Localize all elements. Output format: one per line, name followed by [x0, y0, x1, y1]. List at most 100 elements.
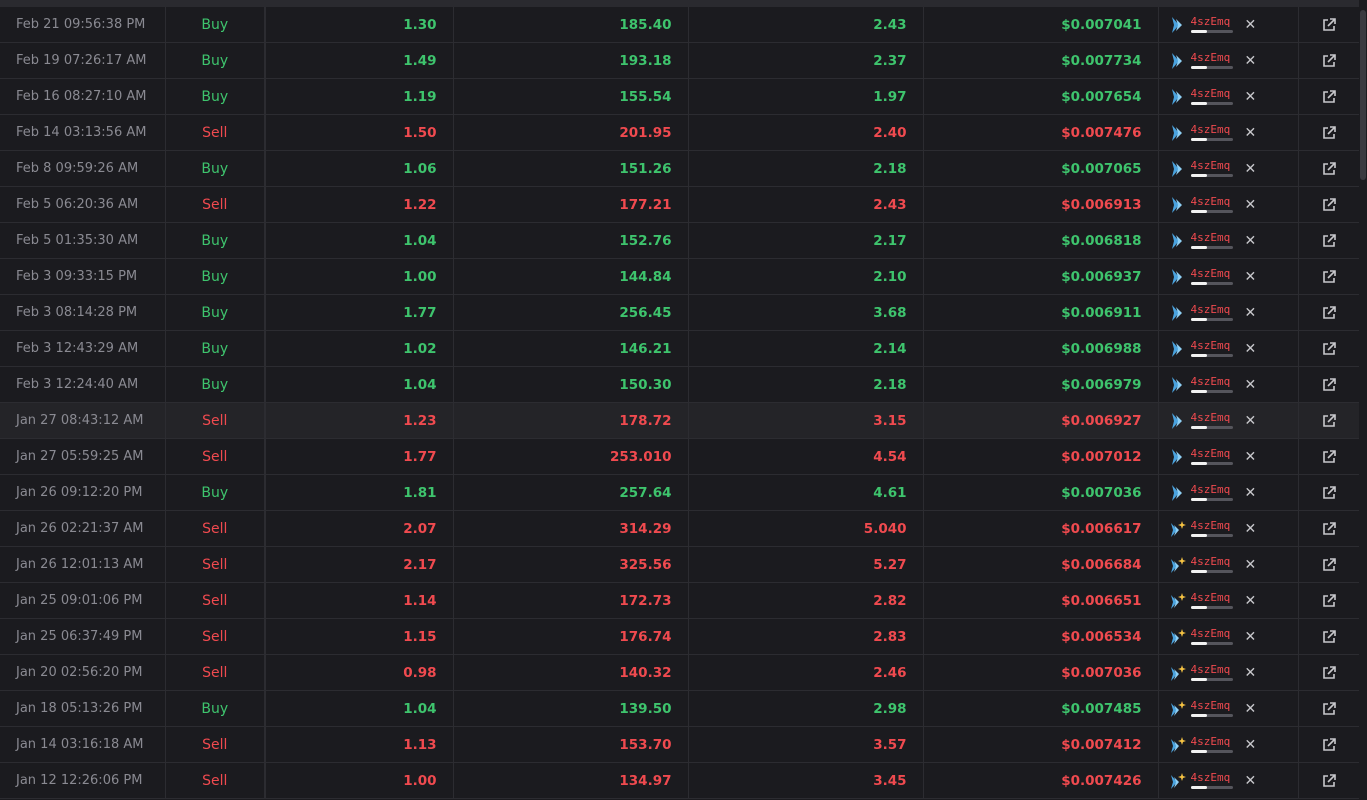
maker-address-text[interactable]: 4szEmq [1190, 195, 1231, 208]
scrollbar[interactable] [1359, 0, 1367, 800]
external-link-icon[interactable] [1322, 341, 1336, 356]
maker-address-text[interactable]: 4szEmq [1190, 375, 1231, 388]
maker-address[interactable]: 4szEmq [1190, 231, 1233, 249]
external-link-icon[interactable] [1322, 701, 1336, 716]
external-link-cell[interactable] [1298, 582, 1359, 619]
x-close-icon[interactable]: ✕ [1244, 340, 1257, 357]
maker-address-text[interactable]: 4szEmq [1190, 15, 1231, 28]
external-link-icon[interactable] [1322, 773, 1336, 788]
table-row[interactable]: Jan 25 09:01:06 PM Sell 1.14 172.73 2.82 $0.0… [0, 582, 1359, 619]
maker-address-text[interactable]: 4szEmq [1190, 303, 1231, 316]
external-link-cell[interactable] [1298, 510, 1359, 547]
external-link-cell[interactable] [1298, 186, 1359, 223]
external-link-icon[interactable] [1322, 17, 1336, 32]
x-close-icon[interactable]: ✕ [1244, 448, 1257, 465]
maker-address-text[interactable]: 4szEmq [1190, 735, 1231, 748]
external-link-icon[interactable] [1322, 665, 1336, 680]
external-link-icon[interactable] [1322, 233, 1336, 248]
external-link-icon[interactable] [1322, 449, 1336, 464]
x-close-icon[interactable]: ✕ [1244, 196, 1257, 213]
external-link-cell[interactable] [1298, 114, 1359, 151]
external-link-cell[interactable] [1298, 222, 1359, 259]
external-link-icon[interactable] [1322, 521, 1336, 536]
maker-address[interactable]: 4szEmq [1190, 771, 1233, 789]
external-link-icon[interactable] [1322, 305, 1336, 320]
table-row[interactable]: Jan 12 12:26:06 PM Sell 1.00 134.97 3.45 $0.0… [0, 762, 1359, 799]
table-row[interactable]: Feb 3 12:43:29 AM Buy 1.02 146.21 2.14 $0.006… [0, 330, 1359, 367]
maker-address[interactable]: 4szEmq [1190, 663, 1233, 681]
external-link-icon[interactable] [1322, 161, 1336, 176]
table-row[interactable]: Feb 5 06:20:36 AM Sell 1.22 177.21 2.43 $0.00… [0, 186, 1359, 223]
maker-address-text[interactable]: 4szEmq [1190, 159, 1231, 172]
maker-address-text[interactable]: 4szEmq [1190, 411, 1231, 424]
external-link-icon[interactable] [1322, 485, 1336, 500]
maker-address[interactable]: 4szEmq [1190, 627, 1233, 645]
maker-address[interactable]: 4szEmq [1190, 735, 1233, 753]
x-close-icon[interactable]: ✕ [1244, 700, 1257, 717]
external-link-icon[interactable] [1322, 377, 1336, 392]
external-link-icon[interactable] [1322, 53, 1336, 68]
external-link-cell[interactable] [1298, 402, 1359, 439]
maker-address-text[interactable]: 4szEmq [1190, 231, 1231, 244]
external-link-cell[interactable] [1298, 762, 1359, 799]
x-close-icon[interactable]: ✕ [1244, 592, 1257, 609]
external-link-cell[interactable] [1298, 294, 1359, 331]
maker-address[interactable]: 4szEmq [1190, 267, 1233, 285]
external-link-cell[interactable] [1298, 78, 1359, 115]
external-link-cell[interactable] [1298, 258, 1359, 295]
maker-address[interactable]: 4szEmq [1190, 447, 1233, 465]
maker-address[interactable]: 4szEmq [1190, 484, 1233, 501]
x-close-icon[interactable]: ✕ [1244, 412, 1257, 429]
maker-address-text[interactable]: 4szEmq [1190, 699, 1231, 712]
external-link-icon[interactable] [1322, 737, 1336, 752]
maker-address-text[interactable]: 4szEmq [1190, 519, 1231, 532]
x-close-icon[interactable]: ✕ [1244, 52, 1257, 69]
x-close-icon[interactable]: ✕ [1244, 736, 1257, 753]
maker-address[interactable]: 4szEmq [1190, 519, 1233, 537]
x-close-icon[interactable]: ✕ [1244, 628, 1257, 645]
maker-address-text[interactable]: 4szEmq [1190, 267, 1231, 280]
table-row[interactable]: Feb 3 12:24:40 AM Buy 1.04 150.30 2.18 $0.006… [0, 366, 1359, 403]
maker-address-text[interactable]: 4szEmq [1190, 339, 1231, 352]
table-row[interactable]: Jan 25 06:37:49 PM Sell 1.15 176.74 2.83 $0.0… [0, 618, 1359, 655]
x-close-icon[interactable]: ✕ [1244, 484, 1257, 501]
x-close-icon[interactable]: ✕ [1244, 16, 1257, 33]
table-row[interactable]: Jan 14 03:16:18 AM Sell 1.13 153.70 3.57 $0.0… [0, 726, 1359, 763]
table-row[interactable]: Jan 27 05:59:25 AM Sell 1.77 253.010 4.54 $0.… [0, 438, 1359, 475]
x-close-icon[interactable]: ✕ [1244, 556, 1257, 573]
external-link-cell[interactable] [1298, 330, 1359, 367]
maker-address[interactable]: 4szEmq [1190, 52, 1233, 69]
external-link-cell[interactable] [1298, 690, 1359, 727]
table-row[interactable]: Feb 19 07:26:17 AM Buy 1.49 193.18 2.37 $0.00… [0, 42, 1359, 79]
maker-address-text[interactable]: 4szEmq [1190, 663, 1231, 676]
table-row[interactable]: Feb 5 01:35:30 AM Buy 1.04 152.76 2.17 $0.006… [0, 222, 1359, 259]
table-row[interactable]: Jan 27 08:43:12 AM Sell 1.23 178.72 3.15 $0.0… [0, 402, 1359, 439]
maker-address-text[interactable]: 4szEmq [1190, 627, 1231, 640]
external-link-icon[interactable] [1322, 593, 1336, 608]
x-close-icon[interactable]: ✕ [1244, 376, 1257, 393]
table-row[interactable]: Feb 8 09:59:26 AM Buy 1.06 151.26 2.18 $0.007… [0, 150, 1359, 187]
table-row[interactable]: Jan 20 02:56:20 PM Sell 0.98 140.32 2.46 $0.0… [0, 654, 1359, 691]
maker-address-text[interactable]: 4szEmq [1190, 771, 1231, 784]
x-close-icon[interactable]: ✕ [1244, 772, 1257, 789]
table-row[interactable]: Feb 14 03:13:56 AM Sell 1.50 201.95 2.40 $0.0… [0, 114, 1359, 151]
external-link-icon[interactable] [1322, 197, 1336, 212]
table-row[interactable]: Jan 18 05:13:26 PM Buy 1.04 139.50 2.98 $0.00… [0, 690, 1359, 727]
x-close-icon[interactable]: ✕ [1244, 160, 1257, 177]
external-link-cell[interactable] [1298, 654, 1359, 691]
maker-address[interactable]: 4szEmq [1190, 592, 1233, 609]
x-close-icon[interactable]: ✕ [1244, 664, 1257, 681]
external-link-cell[interactable] [1298, 726, 1359, 763]
maker-address-text[interactable]: 4szEmq [1190, 447, 1231, 460]
maker-address[interactable]: 4szEmq [1190, 411, 1233, 429]
x-close-icon[interactable]: ✕ [1244, 268, 1257, 285]
external-link-icon[interactable] [1322, 269, 1336, 284]
external-link-cell[interactable] [1298, 366, 1359, 403]
table-row[interactable]: Jan 26 12:01:13 AM Sell 2.17 325.56 5.27 $0.0… [0, 546, 1359, 583]
external-link-icon[interactable] [1322, 125, 1336, 140]
table-row[interactable]: Feb 21 09:56:38 PM Buy 1.30 185.40 2.43 $0.00… [0, 7, 1359, 43]
x-close-icon[interactable]: ✕ [1244, 88, 1257, 105]
external-link-cell[interactable] [1298, 42, 1359, 79]
maker-address[interactable]: 4szEmq [1190, 375, 1233, 393]
maker-address[interactable]: 4szEmq [1190, 556, 1233, 573]
